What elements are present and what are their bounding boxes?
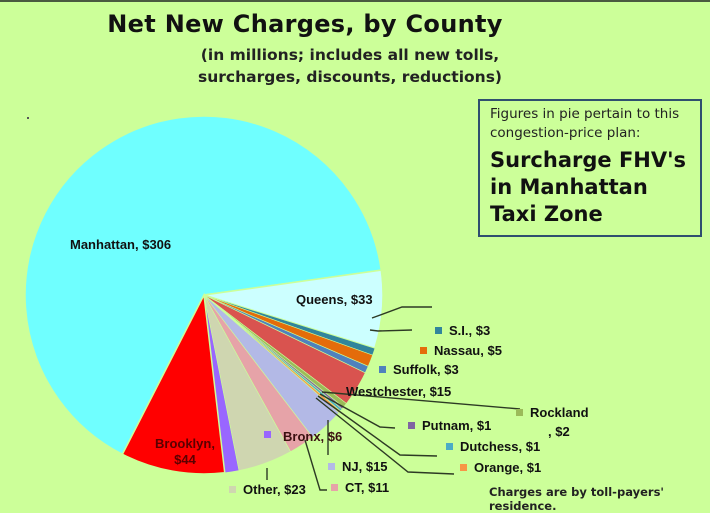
- leader-line: [317, 395, 438, 457]
- info-plan-name: Surcharge FHV's in Manhattan Taxi Zone: [490, 147, 690, 228]
- legend-swatch-nj: [328, 463, 335, 470]
- label-rockland-text: Rockland: [530, 405, 589, 420]
- legend-swatch-putnam: [408, 422, 415, 429]
- pie-slice-manhattan: [24, 115, 383, 456]
- chart-title-text: Net New Charges, by County: [107, 10, 503, 38]
- leader-line: [371, 306, 432, 319]
- leader-line: [304, 439, 327, 491]
- label-orange: Orange, $1: [460, 460, 541, 475]
- label-brooklyn-line2: $44: [174, 452, 196, 467]
- leader-line: [321, 391, 521, 410]
- legend-swatch-orange: [460, 464, 467, 471]
- label-suffolk: Suffolk, $3: [379, 362, 459, 377]
- label-orange-text: Orange, $1: [474, 460, 542, 475]
- label-brooklyn-line1: Brooklyn,: [155, 436, 215, 451]
- legend-swatch-other: [229, 486, 236, 493]
- legend-swatch-bronx: [264, 431, 271, 438]
- label-suffolk-text: Suffolk, $3: [393, 362, 459, 377]
- subtitle-line-1: (in millions; includes all new tolls,: [200, 46, 500, 64]
- label-manhattan: Manhattan, $306: [70, 237, 172, 252]
- info-small-line-1: Figures in pie pertain to this: [490, 106, 680, 122]
- label-putnam: Putnam, $1: [408, 418, 491, 433]
- label-brooklyn: Brooklyn, $44: [155, 436, 215, 468]
- info-big-line-1: Surcharge FHV's: [490, 148, 687, 172]
- stray-dot: [27, 117, 29, 119]
- label-other-text: Other, $23: [243, 482, 306, 497]
- label-bronx: Bronx, $6: [283, 429, 343, 444]
- label-rockland-value: , $2: [548, 424, 570, 439]
- legend-swatch-si: [435, 327, 442, 334]
- legend-swatch-ct: [331, 484, 338, 491]
- label-nj: NJ, $15: [328, 459, 388, 474]
- label-nassau: Nassau, $5: [420, 343, 502, 358]
- leader-line: [319, 393, 396, 429]
- legend-swatch-suffolk: [379, 366, 386, 373]
- label-si: S.I., $3: [435, 323, 490, 338]
- top-border: [0, 0, 710, 2]
- subtitle-line-2: surcharges, discounts, reductions): [198, 68, 502, 86]
- chart-subtitle: (in millions; includes all new tolls, su…: [190, 44, 510, 88]
- label-ct-text: CT, $11: [345, 480, 390, 495]
- legend-swatch-dutchess: [446, 443, 453, 450]
- label-bronx-swatch: [264, 427, 278, 442]
- legend-swatch-rockland: [516, 409, 523, 416]
- label-westchester: Westchester, $15: [346, 384, 452, 399]
- info-big-line-2: in Manhattan: [490, 175, 648, 199]
- info-big-line-3: Taxi Zone: [490, 202, 603, 226]
- label-ct: CT, $11: [331, 480, 389, 495]
- label-putnam-text: Putnam, $1: [422, 418, 492, 433]
- label-nj-text: NJ, $15: [342, 459, 388, 474]
- chart-title: Net New Charges, by County: [0, 10, 710, 38]
- pie-slice-brooklyn: [121, 292, 226, 475]
- residence-note: Charges are by toll-payers' residence.: [489, 485, 664, 513]
- leader-line: [369, 329, 413, 332]
- label-dutchess: Dutchess, $1: [446, 439, 540, 454]
- leader-line: [315, 397, 455, 475]
- label-other: Other, $23: [229, 482, 306, 497]
- info-small-line-2: congestion-price plan:: [490, 125, 641, 141]
- label-nassau-text: Nassau, $5: [434, 343, 502, 358]
- label-rockland: Rockland: [516, 405, 589, 420]
- plan-info-box: Figures in pie pertain to this congestio…: [478, 99, 702, 237]
- label-dutchess-text: Dutchess, $1: [460, 439, 541, 454]
- label-queens: Queens, $33: [296, 292, 373, 307]
- label-si-text: S.I., $3: [449, 323, 491, 338]
- legend-swatch-nassau: [420, 347, 427, 354]
